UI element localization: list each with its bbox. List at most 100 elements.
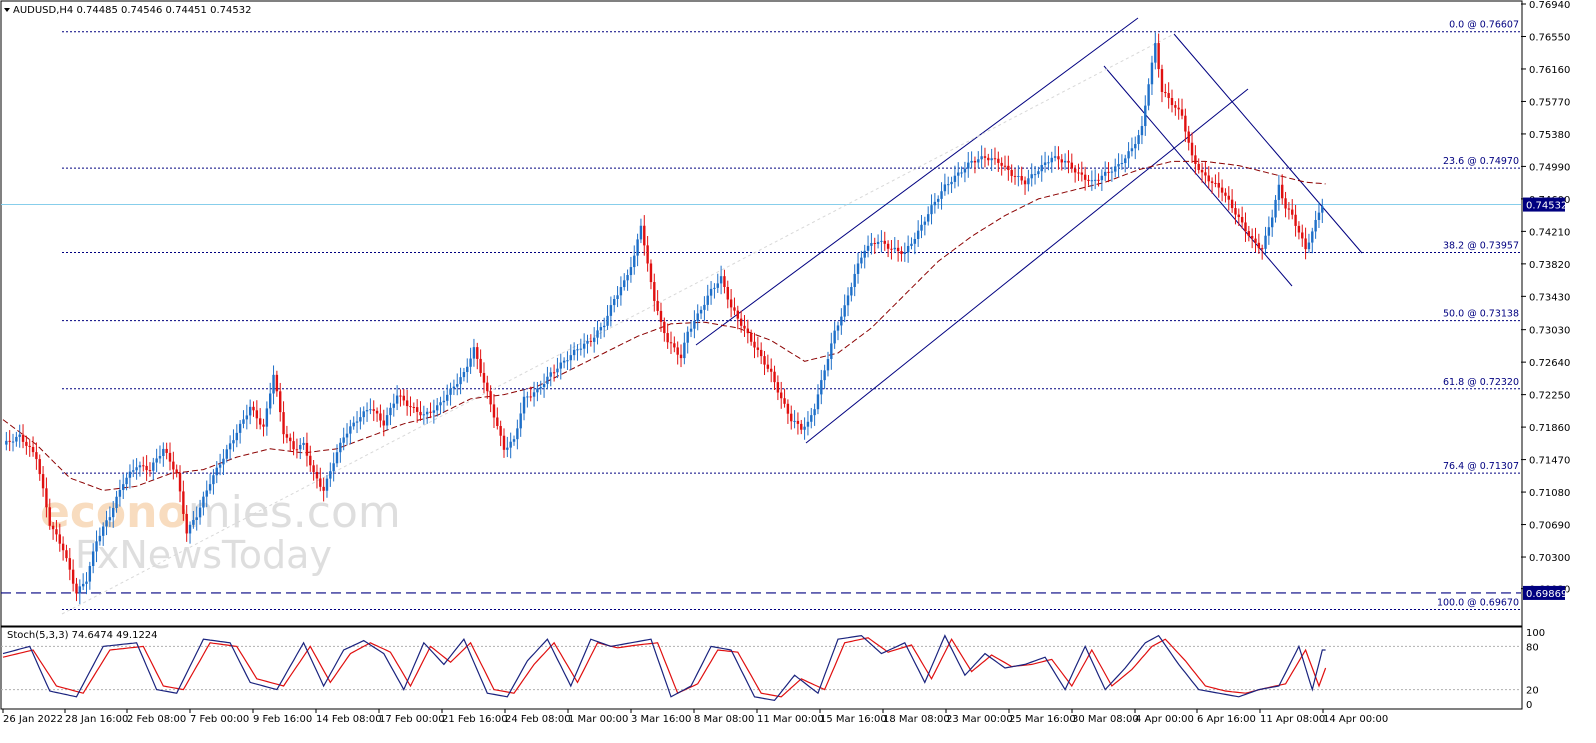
- candle-body: [238, 423, 242, 433]
- candle-body: [352, 422, 355, 427]
- candle-body: [1244, 222, 1247, 232]
- candle-body: [459, 377, 462, 385]
- candle-body: [252, 406, 255, 411]
- time-tick-label: 25 Mar 16:00: [1009, 714, 1076, 725]
- candle-body: [1257, 242, 1261, 249]
- candle-body: [195, 517, 198, 520]
- candle-body: [1063, 160, 1067, 163]
- candle-body: [1170, 98, 1174, 106]
- candle-body: [299, 444, 302, 450]
- stoch-tick-label: 20: [1526, 686, 1539, 697]
- candle-body: [656, 300, 659, 311]
- candle-body: [1090, 180, 1094, 182]
- candle-body: [182, 491, 185, 514]
- candle-body: [1247, 231, 1251, 236]
- time-tick-label: 24 Feb 08:00: [505, 714, 571, 725]
- candle-body: [556, 368, 559, 373]
- candle-body: [749, 333, 753, 342]
- price-tick-label: 0.74210: [1529, 227, 1570, 238]
- candle-body: [886, 243, 890, 249]
- candle-body: [562, 360, 566, 363]
- fibonacci-levels: 0.0 @ 0.76607 23.6 @ 0.74970 38.2 @ 0.7395…: [1, 20, 1521, 611]
- candle-body: [1250, 235, 1254, 239]
- candle-body: [676, 347, 679, 355]
- candle-body: [522, 396, 526, 414]
- candle-body: [21, 434, 25, 442]
- candle-body: [499, 425, 502, 436]
- candle-body: [709, 288, 713, 296]
- candle-body: [279, 391, 282, 413]
- price-tick-label: 0.70690: [1529, 521, 1570, 532]
- candle-body: [953, 175, 957, 182]
- time-tick-label: 2 Feb 08:00: [127, 714, 186, 725]
- price-tick-label: 0.73820: [1529, 260, 1570, 271]
- candle-body: [753, 341, 756, 348]
- candle-body: [1093, 179, 1097, 181]
- candle-body: [983, 156, 987, 158]
- candle-body: [1274, 199, 1277, 218]
- candle-body: [903, 252, 906, 255]
- candle-body: [309, 455, 312, 466]
- candle-body: [572, 349, 576, 356]
- candle-body: [559, 362, 562, 369]
- candle-body: [596, 330, 599, 338]
- candle-body: [395, 395, 399, 404]
- candle-body: [402, 395, 405, 401]
- candle-body: [215, 467, 218, 476]
- price-tick-label: 0.76550: [1529, 32, 1570, 43]
- time-tick-label: 14 Apr 00:00: [1323, 714, 1388, 725]
- candle-body: [840, 316, 843, 326]
- candle-body: [225, 449, 228, 459]
- candle-body: [1010, 170, 1013, 176]
- candle-body: [923, 221, 927, 225]
- candle-body: [860, 257, 863, 264]
- candle-body: [539, 387, 542, 389]
- candle-body: [415, 407, 419, 412]
- price-tick-label: 0.73430: [1529, 292, 1570, 303]
- candle-body: [890, 248, 893, 250]
- candle-body: [389, 407, 392, 416]
- candle-body: [619, 287, 623, 296]
- candle-body: [489, 391, 492, 405]
- candle-body: [51, 525, 55, 530]
- dropdown-triangle-icon[interactable]: [4, 8, 10, 12]
- candle-body: [322, 486, 325, 491]
- candle-body: [315, 471, 319, 479]
- candle-body: [566, 360, 569, 362]
- candle-body: [786, 403, 790, 414]
- candle-body: [519, 413, 522, 429]
- candle-body: [1321, 206, 1324, 213]
- stoch-signal-line: [2, 637, 1327, 698]
- price-tick-label: 0.71470: [1529, 456, 1570, 467]
- candle-body: [1291, 209, 1294, 215]
- candle-body: [369, 409, 372, 411]
- candle-body: [810, 415, 813, 422]
- trend-channels: [61, 17, 1363, 615]
- candle-body: [1297, 225, 1301, 233]
- candle-body: [713, 287, 716, 289]
- candle-body: [148, 470, 152, 472]
- candle-body: [669, 342, 673, 344]
- candle-body: [552, 372, 556, 374]
- candle-body: [937, 198, 940, 202]
- candle-body: [833, 330, 836, 344]
- candle-body: [793, 420, 796, 422]
- candle-body: [429, 411, 432, 413]
- candle-body: [75, 583, 78, 594]
- candle-body: [135, 467, 138, 471]
- candle-body: [870, 242, 873, 246]
- candle-body: [108, 517, 112, 521]
- candle-body: [1267, 227, 1271, 236]
- candle-body: [1304, 238, 1307, 250]
- fib-level-label: 61.8 @ 0.72320: [1443, 377, 1519, 388]
- candle-body: [1220, 187, 1224, 193]
- channel-line: [695, 17, 1139, 346]
- candle-body: [1134, 144, 1137, 149]
- candle-body: [399, 395, 402, 397]
- candle-body: [900, 251, 903, 255]
- candle-body: [643, 225, 646, 246]
- candle-body: [739, 318, 743, 326]
- candle-body: [719, 276, 723, 284]
- candle-body: [78, 586, 82, 594]
- candle-body: [649, 263, 653, 283]
